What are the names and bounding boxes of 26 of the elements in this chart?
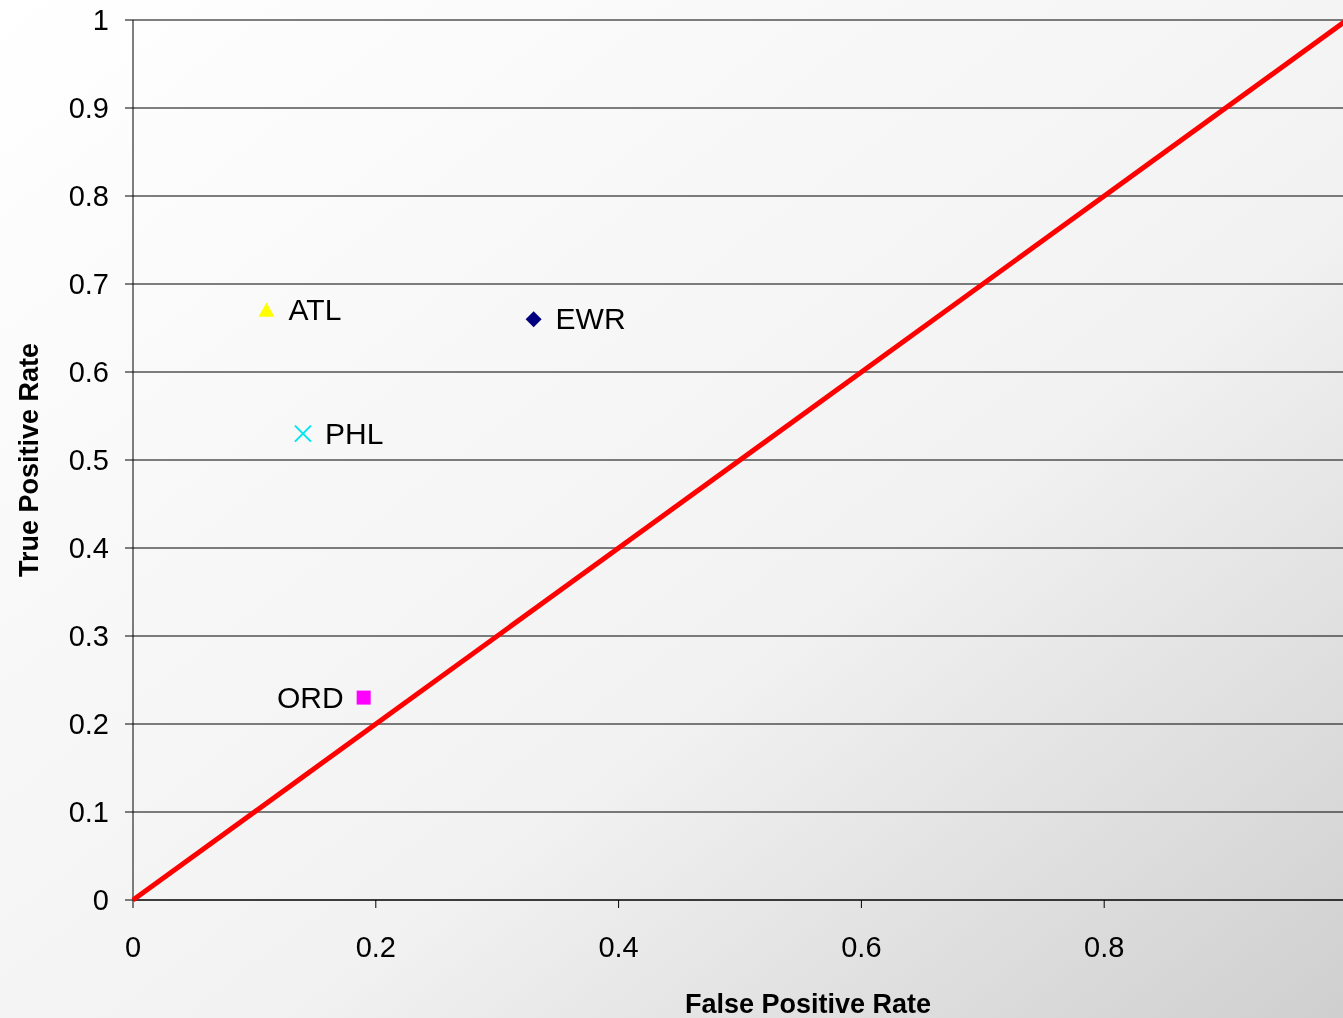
y-tick-label: 0.8 bbox=[68, 180, 109, 212]
y-tick-label: 0.2 bbox=[68, 708, 109, 740]
y-tick-label: 0.7 bbox=[68, 268, 109, 300]
x-tick-label: 0 bbox=[124, 931, 142, 963]
series-label: PHL bbox=[324, 416, 384, 450]
x-tick-label: 0.4 bbox=[598, 931, 639, 963]
y-tick-label: 0.5 bbox=[68, 444, 109, 476]
y-tick-label: 0.9 bbox=[68, 92, 109, 124]
point bbox=[525, 311, 542, 328]
point bbox=[258, 302, 275, 317]
series-label: ATL bbox=[288, 293, 342, 327]
series-label: ORD bbox=[276, 680, 344, 714]
y-tick-label: 0.3 bbox=[68, 620, 109, 652]
y-tick-label: 0.1 bbox=[68, 796, 109, 828]
x-tick-label: 0.2 bbox=[355, 931, 396, 963]
y-tick-label: 0.4 bbox=[68, 532, 109, 564]
x-tick-label: 0.8 bbox=[1084, 931, 1125, 963]
y-tick-label: 0 bbox=[92, 884, 109, 916]
y-tick-label: 0.6 bbox=[68, 356, 109, 388]
y-tick-label: 1 bbox=[92, 4, 109, 36]
point bbox=[356, 690, 371, 705]
point bbox=[293, 424, 312, 443]
x-axis-title: False Positive Rate bbox=[684, 989, 932, 1018]
series-label: EWR bbox=[555, 302, 626, 336]
x-tick-label: 0.6 bbox=[841, 931, 882, 963]
y-axis-title: True Positive Rate bbox=[14, 342, 44, 578]
